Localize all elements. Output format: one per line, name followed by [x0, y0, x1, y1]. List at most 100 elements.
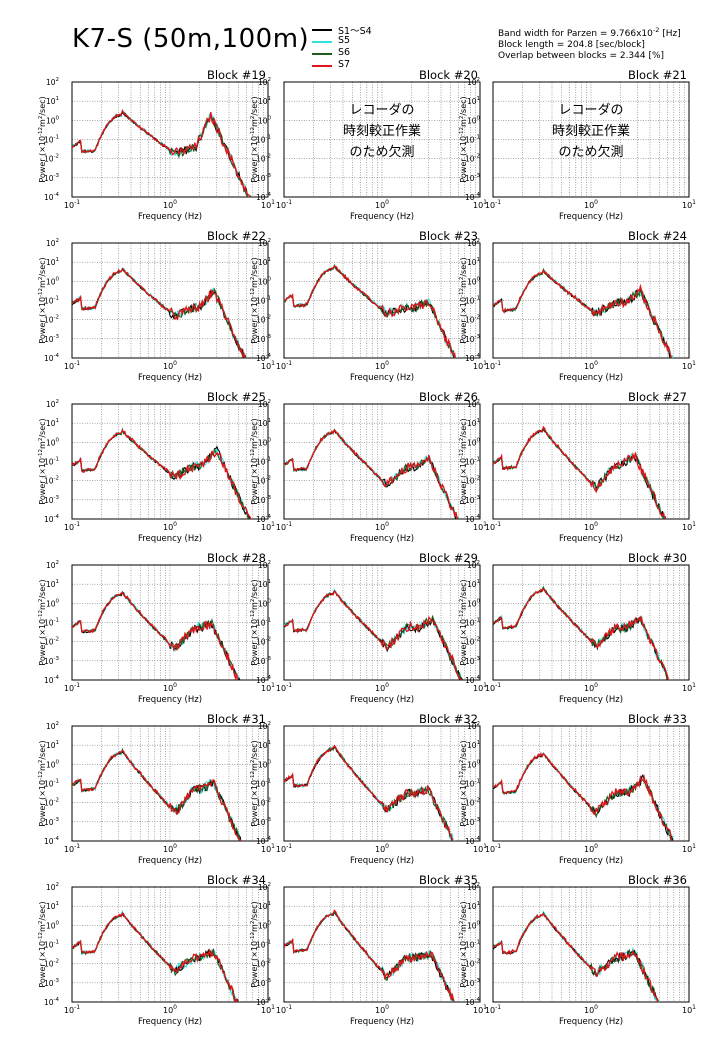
- x-axis-label: Frequency (Hz): [559, 534, 623, 544]
- spectrum-panel: Block #36 10-1 100 101 102 101 100 10-1 10-2 10-3…: [459, 869, 696, 1029]
- legend-entry: S1～S4: [312, 24, 422, 37]
- series-line-S7: [493, 912, 660, 1002]
- panel-title: Block #31: [207, 712, 266, 726]
- y-tick-label: 10-1: [256, 457, 271, 467]
- y-tick-label: 10-1: [44, 940, 59, 950]
- x-axis-label: Frequency (Hz): [138, 856, 202, 866]
- series-line-S1～S4: [493, 269, 672, 358]
- panel-title: Block #25: [207, 390, 266, 404]
- x-tick-label: 100: [163, 521, 177, 532]
- panel-title: Block #19: [207, 68, 266, 82]
- x-tick-label: 101: [473, 199, 487, 210]
- y-tick-label: 101: [258, 579, 271, 589]
- x-tick-label: 10-1: [276, 360, 292, 371]
- y-tick-label: 100: [46, 276, 60, 286]
- y-axis-label: Power (×10-12m2/sec): [250, 901, 259, 987]
- series-line-S5: [72, 111, 250, 197]
- panel-title: Block #34: [207, 873, 266, 887]
- spectrum-panel: Block #28 10-1 100 101 102 101 100 10-1 10-2 10-3…: [38, 547, 275, 707]
- x-tick-label: 10-1: [276, 843, 292, 854]
- x-tick-label: 100: [163, 360, 177, 371]
- x-tick-label: 10-1: [276, 1004, 292, 1015]
- x-tick-label: 101: [261, 843, 275, 854]
- y-tick-label: 100: [258, 437, 272, 447]
- plot-frame: [492, 403, 690, 520]
- spectrum-panel: Block #27 10-1 100 101 102 101 100 10-1 10-2 10-3…: [459, 386, 696, 546]
- spectrum-chart: Block #33 10-1 100 101 102 101 100 10-1 10-2 10-3…: [459, 712, 696, 866]
- panel-title: Block #26: [419, 390, 478, 404]
- plot-frame: [71, 242, 269, 359]
- y-tick-label: 102: [258, 238, 271, 248]
- series-line-S1～S4: [72, 112, 252, 197]
- y-tick-label: 10-1: [44, 135, 59, 145]
- series-line-S1～S4: [493, 753, 674, 841]
- x-tick-label: 100: [375, 682, 389, 693]
- y-tick-label: 10-2: [256, 798, 271, 808]
- x-tick-label: 100: [375, 360, 389, 371]
- x-axis-label: Frequency (Hz): [138, 534, 202, 544]
- x-axis-label: Frequency (Hz): [138, 212, 202, 222]
- y-tick-label: 10-3: [44, 978, 60, 988]
- y-tick-label: 101: [467, 418, 480, 428]
- y-axis-label: Power (×10-12m2/sec): [250, 257, 259, 343]
- y-tick-label: 10-4: [465, 353, 481, 363]
- legend-entry: S7: [312, 59, 422, 71]
- x-axis-label: Frequency (Hz): [350, 212, 414, 222]
- plot-frame: [492, 81, 690, 198]
- x-axis-label: Frequency (Hz): [138, 695, 202, 705]
- y-tick-label: 10-4: [465, 836, 481, 846]
- series-line-S1～S4: [284, 589, 464, 680]
- spectrum-chart: Block #29 10-1 100 101 102 101 100 10-1 10-2 10-3…: [250, 551, 487, 705]
- x-tick-label: 10-1: [276, 521, 292, 532]
- param-bandwidth-text: Band width for Parzen = 9.766x10: [498, 29, 653, 39]
- y-tick-label: 101: [467, 96, 480, 106]
- y-tick-label: 10-2: [44, 476, 59, 486]
- y-tick-label: 102: [467, 560, 480, 570]
- y-tick-label: 10-4: [256, 836, 272, 846]
- spectrum-panel: Block #25 10-1 100 101 102 101 100 10-1 10-2 10-3…: [38, 386, 275, 546]
- y-axis-label: Power (×10-12m2/sec): [459, 257, 468, 343]
- y-tick-label: 10-3: [465, 978, 481, 988]
- x-tick-label: 101: [473, 682, 487, 693]
- y-tick-label: 102: [258, 560, 271, 570]
- y-axis-label: Power (×10-12m2/sec): [459, 96, 468, 182]
- panel-title: Block #33: [628, 712, 687, 726]
- panel-title: Block #22: [207, 229, 266, 243]
- y-tick-label: 10-1: [256, 779, 271, 789]
- x-tick-label: 10-1: [64, 1004, 80, 1015]
- param-overlap: Overlap between blocks = 2.344 [%]: [498, 51, 665, 61]
- y-tick-label: 10-4: [256, 514, 272, 524]
- series-line-S7: [493, 752, 676, 841]
- y-tick-label: 10-2: [256, 476, 271, 486]
- missing-data-note: レコーダの: [349, 103, 414, 118]
- y-tick-label: 101: [258, 257, 271, 267]
- spectrum-panel: Block #19 10-1 100 101 102 101 100 10-1 10-2 10-3…: [38, 64, 275, 224]
- series-line-S7: [493, 587, 670, 680]
- y-tick-label: 10-3: [44, 173, 60, 183]
- y-tick-label: 100: [467, 920, 481, 930]
- y-tick-label: 102: [258, 721, 271, 731]
- panel-title: Block #32: [419, 712, 478, 726]
- panel-title: Block #23: [419, 229, 478, 243]
- x-tick-label: 10-1: [485, 682, 501, 693]
- parameters-block: Band width for Parzen = 9.766x10-2 [Hz] …: [498, 25, 681, 62]
- panel-title: Block #29: [419, 551, 478, 565]
- y-tick-label: 10-2: [465, 315, 480, 325]
- spectrum-chart: Block #32 10-1 100 101 102 101 100 10-1 10-2 10-3…: [250, 712, 487, 866]
- spectrum-chart: Block #26 10-1 100 101 102 101 100 10-1 10-2 10-3…: [250, 390, 487, 544]
- y-tick-label: 10-4: [256, 192, 272, 202]
- series-line-S7: [72, 109, 251, 197]
- y-tick-label: 10-4: [465, 675, 481, 685]
- y-tick-label: 101: [46, 901, 59, 911]
- y-tick-label: 10-4: [256, 997, 272, 1007]
- y-axis-label: Power (×10-12m2/sec): [459, 901, 468, 987]
- y-tick-label: 101: [467, 257, 480, 267]
- y-tick-label: 10-2: [44, 959, 59, 969]
- legend-swatch: [312, 41, 332, 43]
- spectrum-chart: Block #35 10-1 100 101 102 101 100 10-1 10-2 10-3…: [250, 873, 487, 1027]
- x-tick-label: 100: [584, 1004, 598, 1015]
- y-tick-label: 102: [258, 399, 271, 409]
- y-tick-label: 101: [46, 418, 59, 428]
- spectrum-chart: Block #20 10-1 100 101 102 101 100 10-1 10-2 10-3…: [250, 68, 487, 222]
- x-tick-label: 10-1: [64, 843, 80, 854]
